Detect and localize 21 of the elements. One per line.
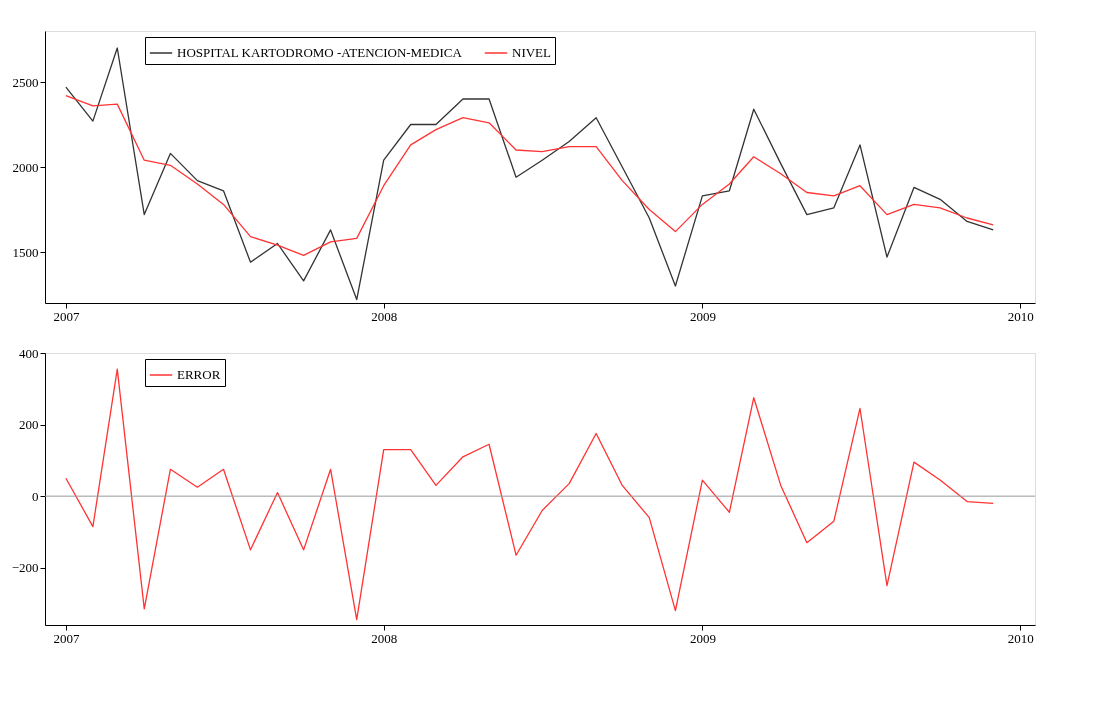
y-tick-label: −200 <box>11 560 39 576</box>
y-tick-label: 0 <box>32 488 39 504</box>
x-tick-label: 2009 <box>689 308 716 324</box>
legend-label: ERROR <box>177 367 221 382</box>
x-tick-label: 2010 <box>1007 630 1034 646</box>
y-tick-label: 2000 <box>12 159 39 175</box>
line-series <box>65 47 994 301</box>
x-tick-label: 2007 <box>53 630 80 646</box>
legend-label: HOSPITAL KARTODROMO -ATENCION-MEDICA <box>177 45 463 60</box>
x-tick-label: 2008 <box>371 630 398 646</box>
y-tick-label: 2500 <box>12 74 39 90</box>
y-tick-label: 1500 <box>12 244 39 260</box>
legend-label: NIVEL <box>512 45 552 60</box>
line-series <box>65 368 994 621</box>
x-tick-label: 2010 <box>1007 308 1034 324</box>
x-tick-label: 2008 <box>371 308 398 324</box>
x-tick-label: 2009 <box>689 630 716 646</box>
line-series <box>65 94 994 257</box>
x-tick-label: 2007 <box>53 308 80 324</box>
y-tick-label: 400 <box>19 345 39 361</box>
y-tick-label: 200 <box>19 417 39 433</box>
